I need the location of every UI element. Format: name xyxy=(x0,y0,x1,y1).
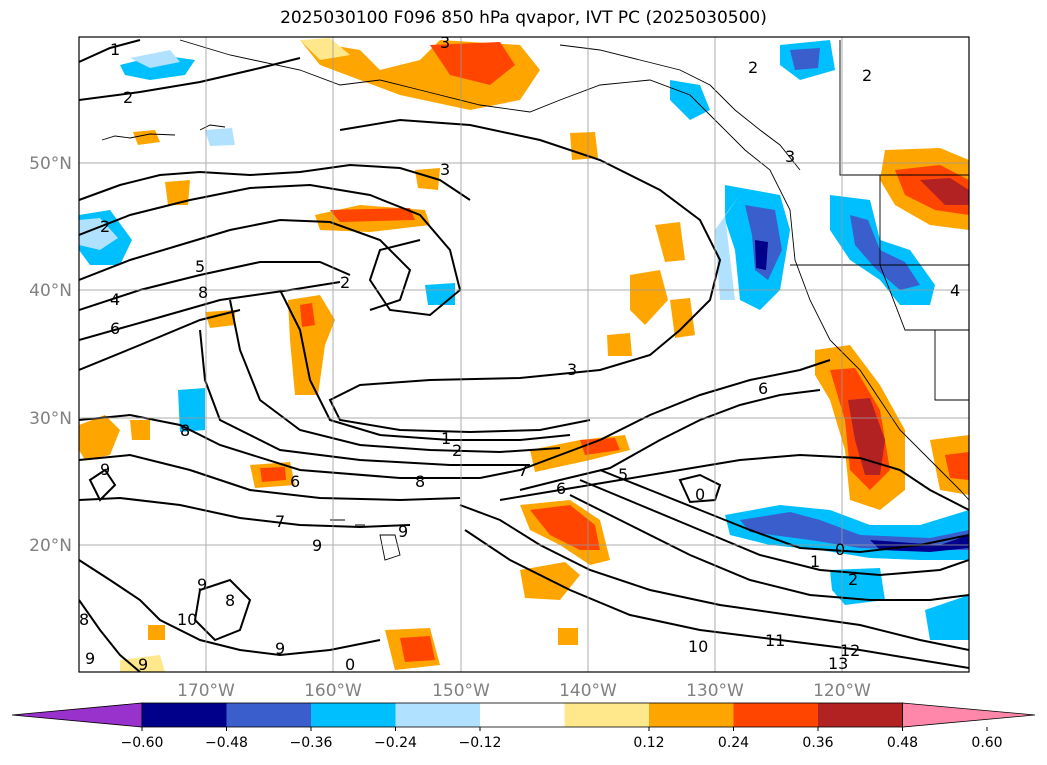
contour-label: 2 xyxy=(862,66,872,85)
contour-label: 1 xyxy=(110,40,120,59)
plot-frame xyxy=(78,36,970,673)
gridlines xyxy=(79,37,969,672)
contour-label: 8 xyxy=(79,610,89,629)
contour-label: 1 xyxy=(441,429,451,448)
contour-label: 2 xyxy=(848,570,858,589)
contour-label: 3 xyxy=(785,147,795,166)
colorbar-segment xyxy=(649,703,734,727)
colorbar-extend-low xyxy=(11,702,143,728)
colorbar-segment xyxy=(395,703,481,727)
colorbar-tick-label: −0.36 xyxy=(290,735,333,751)
colorbar-extend-high xyxy=(902,702,1036,728)
contour-label: 5 xyxy=(618,465,628,484)
contour-label: 6 xyxy=(556,479,566,498)
colorbar: −0.60 −0.48 −0.36 −0.24 −0.12 0.12 0.24 0.36 0.4… xyxy=(11,702,1036,751)
contour-label: 2 xyxy=(748,58,758,77)
shading-layer xyxy=(79,38,969,672)
contour-label: 3 xyxy=(567,360,577,379)
contour-label: 10 xyxy=(688,637,708,656)
colorbar-tick-label: 0.36 xyxy=(802,735,833,751)
colorbar-tick-label: −0.48 xyxy=(205,735,248,751)
contour-label: 0 xyxy=(835,540,845,559)
contour-label: 6 xyxy=(290,472,300,491)
contour-label: 13 xyxy=(828,654,848,673)
lon-tick-label: 150°W xyxy=(432,681,490,701)
contour-label: 2 xyxy=(100,217,110,236)
contour-label: 8 xyxy=(198,283,208,302)
contour-label: 2 xyxy=(123,88,133,107)
contour-label: 9 xyxy=(100,460,110,479)
contour-label: 7 xyxy=(275,512,285,531)
colorbar-segment xyxy=(564,703,650,727)
colorbar-tick-label: 0.60 xyxy=(971,735,1002,751)
lon-tick-label: 130°W xyxy=(686,681,744,701)
colorbar-tick-label: −0.24 xyxy=(374,735,417,751)
colorbar-segment xyxy=(733,703,819,727)
contour-label: 3 xyxy=(440,160,450,179)
lat-tick-labels: 50°N 40°N 30°N 20°N xyxy=(29,154,72,556)
lat-tick-label: 50°N xyxy=(29,154,72,174)
contour-label: 9 xyxy=(85,649,95,668)
colorbar-tick-label: −0.60 xyxy=(121,735,164,751)
lat-tick-label: 40°N xyxy=(29,281,72,301)
contour-labels: 1 2 3 5 4 6 8 2 3 3 1 2 7 6 5 6 8 7 9 9 … xyxy=(79,33,960,674)
coastline-layer xyxy=(101,39,969,561)
contour-label: 9 xyxy=(398,522,408,541)
contour-label: 0 xyxy=(345,655,355,674)
contour-label: 6 xyxy=(110,319,120,338)
contour-label: 3 xyxy=(440,33,450,52)
contour-label: 9 xyxy=(138,655,148,674)
lon-tick-labels: 170°W 160°W 150°W 140°W 130°W 120°W xyxy=(177,681,871,701)
map-title: 2025030100 F096 850 hPa qvapor, IVT PC (… xyxy=(280,8,767,28)
contour-label: 10 xyxy=(177,610,197,629)
colorbar-tick-label: 0.48 xyxy=(887,735,918,751)
contour-label: 4 xyxy=(110,290,120,309)
colorbar-segment xyxy=(480,703,565,727)
colorbar-segment xyxy=(142,703,227,727)
colorbar-tick-label: 0.12 xyxy=(633,735,664,751)
colorbar-segment xyxy=(818,703,903,727)
contour-label: 9 xyxy=(312,536,322,555)
contour-label: 5 xyxy=(195,257,205,276)
lat-tick-label: 20°N xyxy=(29,536,72,556)
contour-label: 2 xyxy=(340,273,350,292)
lon-tick-label: 170°W xyxy=(177,681,235,701)
contour-label: 6 xyxy=(758,379,768,398)
contour-label: 0 xyxy=(695,485,705,504)
colorbar-frame xyxy=(141,702,903,728)
lon-tick-label: 140°W xyxy=(559,681,617,701)
colorbar-segment xyxy=(226,703,312,727)
colorbar-tick-label: −0.12 xyxy=(459,735,502,751)
lon-tick-label: 120°W xyxy=(813,681,871,701)
contour-label: 8 xyxy=(415,472,425,491)
lat-tick-label: 30°N xyxy=(29,409,72,429)
colorbar-tick-label: 0.24 xyxy=(718,735,749,751)
contour-label: 11 xyxy=(765,631,785,650)
contour-label: 8 xyxy=(180,421,190,440)
lon-tick-label: 160°W xyxy=(304,681,362,701)
contour-label: 9 xyxy=(197,575,207,594)
contour-label: 1 xyxy=(810,552,820,571)
contour-label: 7 xyxy=(518,461,528,480)
contour-label: 4 xyxy=(950,281,960,300)
contour-label: 9 xyxy=(275,639,285,658)
contour-layer xyxy=(79,39,969,672)
colorbar-segment xyxy=(311,703,396,727)
contour-label: 12 xyxy=(840,641,860,660)
contour-label: 2 xyxy=(452,441,462,460)
contour-label: 8 xyxy=(225,591,235,610)
